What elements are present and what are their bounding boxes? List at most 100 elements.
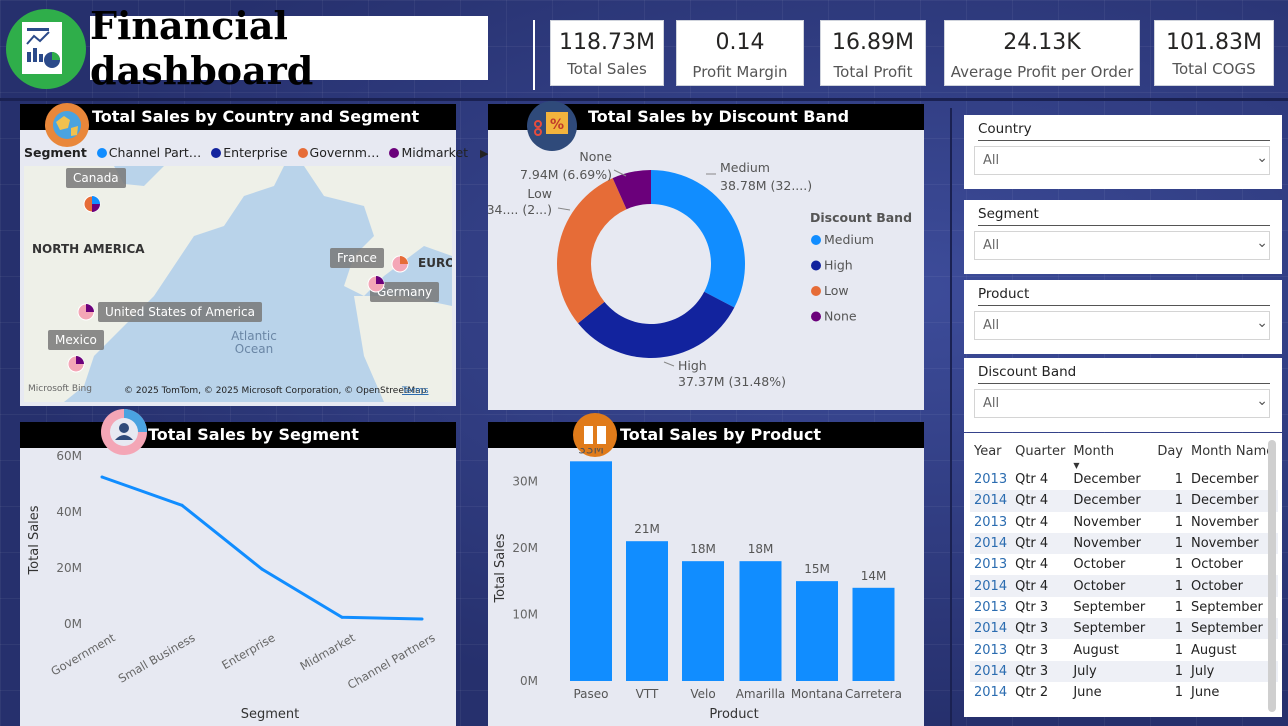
kpi-card-average-profit[interactable]: 24.13K Average Profit per Order	[944, 20, 1140, 86]
table-row[interactable]: 2014 Qtr 4 October 1 October	[970, 575, 1279, 597]
table-cell: Qtr 3	[1015, 599, 1049, 615]
donut-slice-high[interactable]	[578, 291, 735, 358]
table-scrollbar[interactable]	[1268, 440, 1276, 712]
map-terms-link[interactable]: Terms	[402, 386, 429, 396]
column-header-month-name[interactable]: Month Name	[1191, 444, 1275, 459]
kpi-label: Total Profit	[833, 63, 913, 81]
table-cell: June	[1191, 685, 1220, 701]
legend-item-channel[interactable]: Channel Part…	[108, 145, 202, 160]
table-row[interactable]: 2013 Qtr 4 December 1 December	[970, 469, 1278, 490]
table-cell: Qtr 4	[1011, 532, 1070, 555]
segment-point[interactable]	[420, 617, 424, 621]
donut-legend-item[interactable]: Medium	[824, 232, 874, 247]
map-pie-germany[interactable]	[366, 274, 386, 294]
kpi-card-total-profit[interactable]: 16.89M Total Profit	[820, 20, 926, 86]
donut-legend-item[interactable]: None	[824, 309, 857, 324]
chevron-down-icon[interactable]: ⌄	[1256, 150, 1268, 166]
map-pie-mexico[interactable]	[66, 354, 86, 374]
segment-dropdown[interactable]: All	[974, 231, 1270, 260]
column-header-month[interactable]: Month ▼	[1069, 441, 1153, 470]
segment-point[interactable]	[260, 567, 264, 571]
table-row[interactable]: 2013 Qtr 3 August 1 August	[970, 639, 1278, 660]
segment-point[interactable]	[180, 503, 184, 507]
x-tick-label: Amarilla	[736, 687, 786, 701]
legend-next-arrow-icon[interactable]: ▶	[480, 147, 489, 160]
table-cell: October	[1191, 557, 1244, 573]
table-row[interactable]: 2013 Qtr 3 September 1 September	[970, 597, 1278, 618]
slicer-title: Product	[978, 286, 1030, 302]
table-cell: October	[1069, 575, 1154, 597]
column-header-day[interactable]: Day	[1157, 444, 1183, 459]
product-dropdown[interactable]: All	[974, 311, 1270, 340]
table-cell: September	[1191, 599, 1263, 615]
bar-data-label: 18M	[690, 542, 716, 556]
table-row[interactable]: 2013 Qtr 4 November 1 November	[970, 512, 1278, 533]
map-label-canada: Canada	[66, 168, 126, 188]
table-row[interactable]: 2013 Qtr 4 October 1 October	[970, 554, 1278, 575]
segment-point[interactable]	[340, 615, 344, 619]
discount-band-dropdown[interactable]: All	[974, 389, 1270, 418]
column-header-quarter[interactable]: Quarter	[1015, 444, 1066, 459]
table-cell: 2013	[974, 472, 1008, 488]
kpi-card-profit-margin[interactable]: 0.14 Profit Margin	[676, 20, 804, 86]
donut-slice-medium[interactable]	[651, 170, 745, 308]
donut-slice-low[interactable]	[557, 178, 627, 324]
donut-legend-item[interactable]: High	[824, 258, 853, 273]
donut-legend-item[interactable]: Low	[824, 283, 849, 298]
table-cell: 2014	[970, 575, 1012, 597]
table-cell: 2014	[970, 490, 1012, 512]
map-pie-canada[interactable]	[82, 194, 102, 214]
legend-item-enterprise[interactable]: Enterprise	[223, 145, 288, 160]
chevron-down-icon[interactable]: ⌄	[1256, 393, 1268, 409]
slicer-segment[interactable]: Segment All ⌄	[964, 200, 1282, 274]
product-box-icon	[573, 413, 617, 457]
table-cell: 1	[1174, 599, 1183, 615]
table-row[interactable]: 2014 Qtr 4 December 1 December	[970, 490, 1279, 512]
country-dropdown[interactable]: All	[974, 146, 1270, 175]
bar-carretera[interactable]	[852, 587, 895, 681]
bar-montana[interactable]	[796, 581, 838, 681]
donut-label-value: 7.94M (6.69%)	[520, 167, 612, 182]
chevron-down-icon[interactable]: ⌄	[1256, 235, 1268, 251]
date-table[interactable]: Year Quarter Month ▼ Day Month Name 2013 Q…	[964, 433, 1282, 717]
slicer-product[interactable]: Product All ⌄	[964, 280, 1282, 354]
table-row[interactable]: 2014 Qtr 4 November 1 November	[970, 532, 1279, 555]
table-cell: Qtr 3	[1011, 660, 1070, 682]
segment-chart-icon	[101, 409, 147, 455]
slicer-title: Segment	[978, 206, 1039, 222]
map-pie-usa[interactable]	[76, 302, 96, 322]
map-panel-title: Total Sales by Country and Segment	[20, 104, 456, 130]
chevron-down-icon[interactable]: ⌄	[1256, 315, 1268, 331]
page-title: Financial dashboard	[90, 3, 314, 93]
slicer-discount-band[interactable]: Discount Band All ⌄	[964, 358, 1282, 432]
legend-item-government[interactable]: Governm…	[309, 145, 380, 160]
segment-series-line[interactable]	[101, 475, 423, 621]
dashboard-title-box: Financial dashboard	[90, 3, 488, 93]
product-bar-chart[interactable]: 0M 10M 20M 30M 33M Paseo 21M VTT 18M Velo 18M Amari…	[488, 448, 924, 726]
segment-point[interactable]	[100, 475, 104, 479]
map-label-france: France	[330, 248, 384, 268]
table-cell: 1	[1174, 685, 1183, 701]
table-row[interactable]: 2014 Qtr 3 July 1 July	[970, 660, 1279, 682]
table-row[interactable]: 2014 Qtr 2 June 1 June	[970, 682, 1278, 703]
legend-item-midmarket[interactable]: Midmarket	[401, 145, 469, 160]
slicer-country[interactable]: Country All ⌄	[964, 115, 1282, 189]
kpi-card-total-sales[interactable]: 118.73M Total Sales	[550, 20, 664, 86]
table-cell: 1	[1174, 557, 1183, 573]
sales-map[interactable]: Canada NORTH AMERICA France EURO Germany…	[24, 166, 452, 402]
table-cell: Qtr 4	[1015, 472, 1049, 488]
donut-slice-none[interactable]	[612, 170, 651, 210]
bar-vtt[interactable]	[626, 541, 668, 681]
map-legend: Segment Channel Part… Enterprise Governm…	[24, 145, 489, 160]
column-header-year[interactable]: Year	[974, 444, 1002, 459]
bar-paseo[interactable]	[570, 461, 612, 681]
bar-velo[interactable]	[682, 561, 724, 681]
map-pie-france[interactable]	[390, 254, 410, 274]
bar-amarilla[interactable]	[739, 561, 782, 681]
bar-data-label: 15M	[804, 562, 830, 576]
table-row[interactable]: 2014 Qtr 3 September 1 September	[970, 618, 1279, 640]
report-document-icon	[22, 22, 62, 74]
kpi-card-total-cogs[interactable]: 101.83M Total COGS	[1154, 20, 1274, 86]
